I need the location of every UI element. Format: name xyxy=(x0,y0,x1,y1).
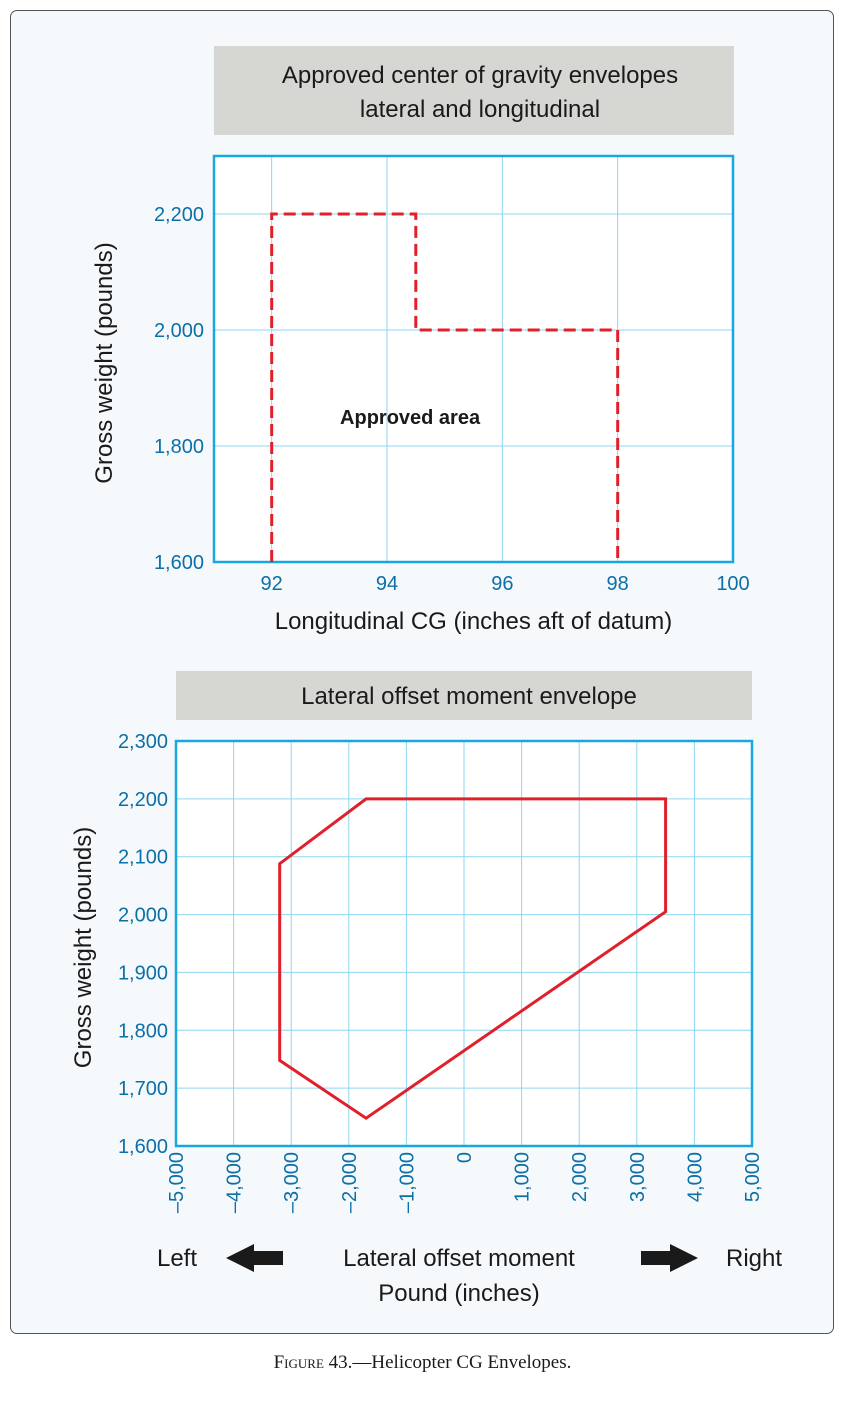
chart1-title-line: Approved center of gravity envelopes xyxy=(282,62,678,89)
chart2-x-tick-label: –4,000 xyxy=(224,1152,246,1213)
chart2-left-label: Left xyxy=(157,1245,197,1272)
longitudinal-cg-chart: Approved center of gravity envelopes late… xyxy=(91,46,750,635)
chart1-axes-frame xyxy=(212,154,735,564)
chart2-y-tick-label: 1,700 xyxy=(118,1078,168,1100)
chart1-y-tick-label: 2,000 xyxy=(154,320,204,342)
chart2-x-tick-label: 3,000 xyxy=(627,1152,649,1202)
chart2-y-tick-label: 1,600 xyxy=(118,1136,168,1158)
chart2-x-axis-title-line: Pound (inches) xyxy=(378,1280,539,1307)
chart1-x-axis-title: Longitudinal CG (inches aft of datum) xyxy=(275,608,673,635)
chart2-x-axis-title-line: Lateral offset moment xyxy=(343,1245,575,1272)
chart1-title-box xyxy=(214,46,734,135)
chart2-y-tick-label: 2,300 xyxy=(118,731,168,753)
chart2-x-tick-label: 4,000 xyxy=(684,1152,706,1202)
chart1-y-axis-title: Gross weight (pounds) xyxy=(91,242,118,483)
chart2-x-tick-label: 2,000 xyxy=(569,1152,591,1202)
chart2-title-line: Lateral offset moment envelope xyxy=(301,683,637,710)
chart2-x-tick-label: 1,000 xyxy=(512,1152,534,1202)
chart2-y-tick-label: 2,100 xyxy=(118,847,168,869)
chart2-envelope-line xyxy=(278,797,668,1121)
caption-text: —Helicopter CG Envelopes. xyxy=(352,1352,572,1373)
chart1-plot-area xyxy=(214,156,733,562)
chart2-right-label: Right xyxy=(726,1245,782,1272)
figure-caption: Figure 43.—Helicopter CG Envelopes. xyxy=(0,1352,845,1374)
caption-figure-label: Figure 43. xyxy=(273,1352,353,1373)
chart1-title-line: lateral and longitudinal xyxy=(360,96,600,123)
chart1-annotation: Approved area xyxy=(340,407,481,429)
chart2-x-tick-label: 5,000 xyxy=(742,1152,764,1202)
chart1-x-tick-label: 96 xyxy=(491,573,513,595)
chart1-y-tick-label: 1,800 xyxy=(154,436,204,458)
chart1-y-tick-label: 2,200 xyxy=(154,204,204,226)
chart2-y-tick-label: 2,000 xyxy=(118,905,168,927)
chart1-y-tick-label: 1,600 xyxy=(154,552,204,574)
chart2-y-tick-label: 1,800 xyxy=(118,1020,168,1042)
chart2-title-box xyxy=(176,671,752,720)
chart2-x-tick-label: –2,000 xyxy=(339,1152,361,1213)
chart1-x-tick-label: 92 xyxy=(261,573,283,595)
arrow-left-icon xyxy=(226,1244,283,1272)
chart2-x-tick-label: 0 xyxy=(454,1152,476,1163)
chart2-y-axis-title: Gross weight (pounds) xyxy=(70,827,97,1068)
chart1-envelope-line xyxy=(270,212,620,562)
chart1-x-tick-label: 100 xyxy=(716,573,749,595)
chart2-x-tick-label: –5,000 xyxy=(166,1152,188,1213)
arrow-right-icon xyxy=(641,1244,698,1272)
chart2-x-tick-label: –3,000 xyxy=(281,1152,303,1213)
lateral-offset-chart: Lateral offset moment envelope –5,000 –4,0… xyxy=(70,671,782,1307)
chart2-y-tick-label: 2,200 xyxy=(118,789,168,811)
chart2-axes-frame xyxy=(174,739,754,1148)
chart1-x-tick-label: 98 xyxy=(607,573,629,595)
chart2-x-tick-label: –1,000 xyxy=(396,1152,418,1213)
chart2-y-tick-label: 1,900 xyxy=(118,962,168,984)
chart1-x-tick-label: 94 xyxy=(376,573,398,595)
